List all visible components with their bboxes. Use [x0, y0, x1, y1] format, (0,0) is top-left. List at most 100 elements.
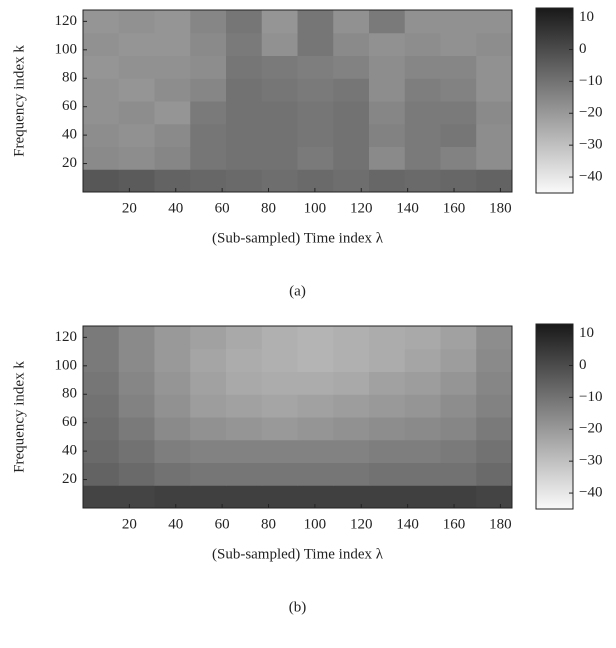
heatmap-cell [297, 462, 334, 486]
heatmap-cell [333, 78, 370, 102]
heatmap-cell [226, 146, 263, 170]
heatmap-cell [369, 55, 406, 79]
heatmap-cell [190, 371, 227, 395]
heatmap-cell [333, 146, 370, 170]
heatmap-cell [226, 169, 263, 193]
x-tick-label: 20 [122, 516, 137, 532]
heatmap-cell [297, 32, 334, 56]
heatmap-cell [440, 417, 477, 441]
heatmap-cell [226, 417, 263, 441]
heatmap-cell [404, 146, 441, 170]
heatmap-cell [261, 169, 298, 193]
heatmap-cell [83, 146, 120, 170]
plot-frame [82, 9, 513, 193]
heatmap-cell [226, 462, 263, 486]
heatmap-cell [404, 394, 441, 418]
heatmap-cell [118, 462, 155, 486]
heatmap-cell [476, 101, 513, 125]
colorbar-tick-label: −40 [579, 168, 602, 184]
y-tick-label: 100 [55, 41, 78, 57]
heatmap-cell [369, 462, 406, 486]
heatmap-cell [226, 371, 263, 395]
x-tick-label: 160 [443, 200, 466, 216]
heatmap-cell [404, 439, 441, 463]
heatmap-cell [83, 371, 120, 395]
heatmap-cell [297, 169, 334, 193]
colorbar-tick-label: 10 [579, 9, 594, 25]
heatmap-cell [297, 55, 334, 79]
colorbar-tick-label: 0 [579, 357, 587, 373]
heatmap-cell [261, 394, 298, 418]
x-tick-label: 180 [489, 516, 512, 532]
heatmap-cell [118, 10, 155, 34]
heatmap-cell [333, 394, 370, 418]
x-tick-label: 100 [304, 200, 327, 216]
heatmap-cell [476, 348, 513, 372]
heatmap-cell [333, 10, 370, 34]
heatmap-cell [83, 462, 120, 486]
heatmap-cell [154, 55, 191, 79]
heatmap-cell [261, 348, 298, 372]
heatmap-cell [190, 417, 227, 441]
x-tick-label: 140 [396, 516, 419, 532]
heatmap-cell [440, 146, 477, 170]
heatmap-cell [118, 146, 155, 170]
y-tick-label: 120 [55, 329, 78, 345]
x-tick-label: 40 [168, 516, 183, 532]
heatmap-cell [369, 146, 406, 170]
x-tick-label: 100 [304, 516, 327, 532]
y-tick-label: 120 [55, 13, 78, 29]
heatmap-cell [333, 32, 370, 56]
heatmap-cell [440, 32, 477, 56]
colorbar-tick-label: −30 [579, 137, 602, 153]
heatmap-cell [297, 10, 334, 34]
heatmap-cell [440, 169, 477, 193]
colorbar-tick-label: −20 [579, 105, 602, 121]
heatmap-cell [404, 348, 441, 372]
heatmap-cell [369, 101, 406, 125]
heatmap-cell [190, 55, 227, 79]
heatmap-cell [404, 169, 441, 193]
heatmap-cell [333, 417, 370, 441]
heatmap-cell [404, 371, 441, 395]
y-tick-label: 40 [62, 443, 77, 459]
heatmap-cell [297, 485, 334, 509]
heatmap-cell [154, 123, 191, 147]
heatmap-cell [190, 462, 227, 486]
y-axis-label: Frequency index k [11, 45, 27, 157]
heatmap-cell [369, 169, 406, 193]
heatmap-cell [333, 169, 370, 193]
heatmap-cell [369, 485, 406, 509]
heatmap-cell [154, 371, 191, 395]
heatmap-cell [83, 32, 120, 56]
heatmap-cell [226, 439, 263, 463]
heatmap-cell [476, 439, 513, 463]
heatmap-cell [261, 10, 298, 34]
heatmap-cell [440, 123, 477, 147]
heatmap-cell [476, 462, 513, 486]
heatmap-cell [190, 485, 227, 509]
y-tick-label: 100 [55, 357, 78, 373]
heatmap-cell [404, 326, 441, 350]
heatmap-cell [440, 371, 477, 395]
heatmap-cell [476, 55, 513, 79]
heatmap-cell [118, 417, 155, 441]
heatmap-cell [190, 394, 227, 418]
heatmap-cell [118, 394, 155, 418]
heatmap-cell [154, 326, 191, 350]
heatmap-cell [261, 32, 298, 56]
heatmap-cell [297, 123, 334, 147]
caption: (a) [289, 283, 306, 299]
heatmap-cell [476, 32, 513, 56]
heatmap-cell [118, 371, 155, 395]
heatmap-cell [333, 326, 370, 350]
heatmap-cell [190, 123, 227, 147]
heatmap-cell [297, 371, 334, 395]
heatmap-cell [333, 123, 370, 147]
heatmap-cell [404, 32, 441, 56]
heatmap-cell [118, 101, 155, 125]
heatmap-cell [333, 485, 370, 509]
heatmap-cell [261, 326, 298, 350]
heatmap-cell [83, 394, 120, 418]
heatmap-cell [369, 371, 406, 395]
